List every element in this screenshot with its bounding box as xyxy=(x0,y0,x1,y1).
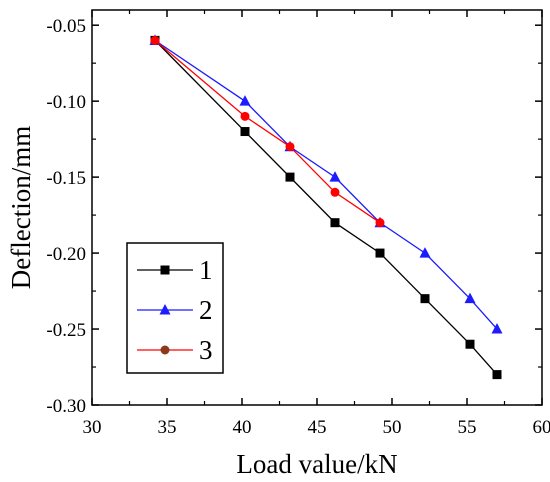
x-tick-label: 60 xyxy=(533,417,550,438)
legend-item-1: 1 xyxy=(137,255,213,285)
legend-box xyxy=(126,242,224,374)
y-tick-label: -0.30 xyxy=(46,396,86,417)
data-point-series-2 xyxy=(464,292,476,304)
data-point-series-3 xyxy=(240,111,250,121)
data-point-series-2 xyxy=(329,171,341,182)
legend-item-3: 3 xyxy=(137,335,213,365)
x-tick-label: 35 xyxy=(158,417,177,438)
x-tick-label: 45 xyxy=(308,417,327,438)
data-point-series-1 xyxy=(420,294,430,304)
series-3 xyxy=(150,35,385,228)
series-line-1 xyxy=(154,39,498,376)
y-axis-title: Deflection/mm xyxy=(6,126,36,289)
data-point-series-1 xyxy=(285,172,295,182)
series-line-3 xyxy=(154,39,381,224)
y-tick-label: -0.20 xyxy=(46,244,86,265)
series-line-2 xyxy=(154,39,498,330)
legend-item-2: 2 xyxy=(137,295,213,325)
legend-marker xyxy=(160,345,170,355)
data-point-series-3 xyxy=(150,35,160,45)
data-point-series-3 xyxy=(285,142,295,152)
data-point-series-1 xyxy=(375,248,385,258)
legend-label: 1 xyxy=(199,255,213,285)
data-point-series-2 xyxy=(239,95,251,106)
y-tick-label: -0.25 xyxy=(46,320,86,341)
legend-marker xyxy=(159,304,171,315)
data-point-series-1 xyxy=(492,370,502,380)
axis-ticks: 30 35 40 45 50 55 60 -0.30 -0.25 -0.20 -0.15 -0.10 -… xyxy=(46,10,550,438)
legend-marker xyxy=(160,265,170,275)
y-tick-label: -0.05 xyxy=(46,16,86,37)
data-point-series-2 xyxy=(491,323,503,334)
data-point-series-1 xyxy=(465,339,475,349)
legend-label: 2 xyxy=(199,295,213,325)
series-group xyxy=(149,34,503,380)
y-tick-label: -0.15 xyxy=(46,168,86,189)
legend: 1 2 3 xyxy=(126,242,224,374)
x-tick-label: 50 xyxy=(383,417,402,438)
x-tick-label: 55 xyxy=(458,417,477,438)
data-point-series-1 xyxy=(330,218,340,228)
legend-label: 3 xyxy=(199,335,213,365)
data-point-series-3 xyxy=(330,187,340,197)
x-tick-label: 30 xyxy=(83,417,102,438)
data-point-series-2 xyxy=(419,247,431,258)
x-axis-title: Load value/kN xyxy=(236,449,397,479)
data-point-series-1 xyxy=(240,127,250,137)
x-tick-label: 40 xyxy=(233,417,252,438)
data-point-series-3 xyxy=(375,218,385,228)
y-tick-label: -0.10 xyxy=(46,92,86,113)
